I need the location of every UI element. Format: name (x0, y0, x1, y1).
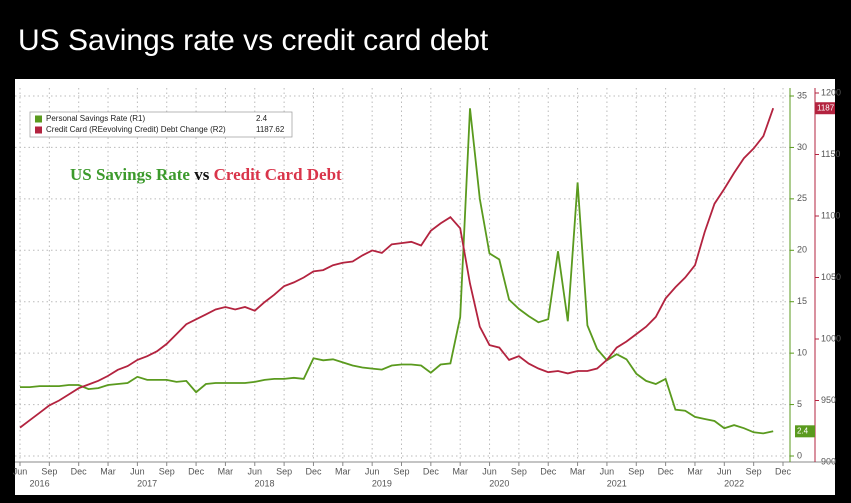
y2-tick-label: 1100 (821, 210, 840, 220)
x-tick-label: Sep (159, 466, 175, 476)
x-tick-label: Jun (482, 466, 497, 476)
x-tick-label: Sep (511, 466, 527, 476)
end-tag-label: 1187 (817, 103, 835, 112)
title: US Savings rate vs credit card debt (18, 24, 489, 57)
x-tick-label: Dec (188, 466, 205, 476)
annotation: US Savings Rate vs Credit Card Debt (70, 165, 342, 184)
legend-label: Personal Savings Rate (R1) (46, 114, 145, 123)
x-tick-label: Jun (717, 466, 732, 476)
x-tick-label: Jun (130, 466, 145, 476)
legend-box (29, 111, 293, 138)
x-year-label: 2020 (489, 478, 509, 488)
x-tick-label: Dec (71, 466, 88, 476)
legend-value: 2.4 (256, 114, 268, 123)
legend-swatch (35, 126, 42, 134)
y-tick-label: 0 (797, 450, 802, 460)
x-tick-label: Dec (775, 466, 792, 476)
legend-value: 1187.62 (256, 125, 285, 134)
x-tick-label: Jun (248, 466, 263, 476)
legend-swatch (35, 115, 42, 123)
end-tag-label: 2.4 (797, 426, 809, 435)
y-tick-label: 25 (797, 193, 807, 203)
x-tick-label: Mar (687, 466, 703, 476)
x-year-label: 2022 (724, 478, 744, 488)
annotation-part: Credit Card Debt (214, 165, 342, 184)
y-tick-label: 5 (797, 399, 802, 409)
series-line (20, 108, 774, 435)
x-year-label: 2017 (137, 478, 157, 488)
x-tick-label: Mar (570, 466, 586, 476)
x-tick-label: Sep (746, 466, 762, 476)
x-tick-label: Mar (452, 466, 468, 476)
y2-tick-label: 950 (821, 395, 836, 405)
x-tick-label: Dec (658, 466, 675, 476)
x-tick-label: Dec (305, 466, 322, 476)
y-tick-label: 10 (797, 348, 807, 358)
y2-tick-label: 1000 (821, 333, 841, 343)
x-year-label: 2016 (30, 478, 50, 488)
y-tick-label: 15 (797, 296, 807, 306)
x-tick-label: Dec (540, 466, 557, 476)
y2-tick-label: 1150 (821, 149, 840, 159)
series-line (19, 107, 775, 429)
x-tick-label: Sep (628, 466, 644, 476)
x-year-label: 2021 (607, 478, 627, 488)
x-tick-label: Mar (100, 466, 116, 476)
x-tick-label: Mar (335, 466, 351, 476)
annotation-part: US Savings Rate (70, 165, 190, 184)
chart-panel (15, 79, 835, 495)
x-year-label: 2018 (255, 478, 275, 488)
x-tick-label: Jun (365, 466, 380, 476)
annotation-part: vs (194, 165, 210, 184)
x-tick-label: Dec (423, 466, 440, 476)
legend-label: Credit Card (REevolving Credit) Debt Cha… (46, 125, 226, 134)
x-tick-label: Jun (13, 466, 28, 476)
y2-tick-label: 900 (821, 456, 836, 466)
x-tick-label: Sep (41, 466, 57, 476)
end-tag (815, 102, 835, 115)
y2-tick-label: 1200 (821, 87, 841, 97)
x-tick-label: Sep (276, 466, 292, 476)
y-tick-label: 30 (797, 142, 807, 152)
x-tick-label: Jun (600, 466, 615, 476)
y-tick-label: 35 (797, 90, 807, 100)
end-tag (795, 425, 815, 438)
y-tick-label: 20 (797, 245, 807, 255)
plot: Jun Sep Dec Mar Jun Sep Dec Mar Jun Sep Dec Mar Jun S… (13, 87, 841, 488)
y2-tick-label: 1050 (821, 272, 841, 282)
x-tick-label: Mar (218, 466, 234, 476)
x-tick-label: Sep (393, 466, 409, 476)
x-year-label: 2019 (372, 478, 392, 488)
